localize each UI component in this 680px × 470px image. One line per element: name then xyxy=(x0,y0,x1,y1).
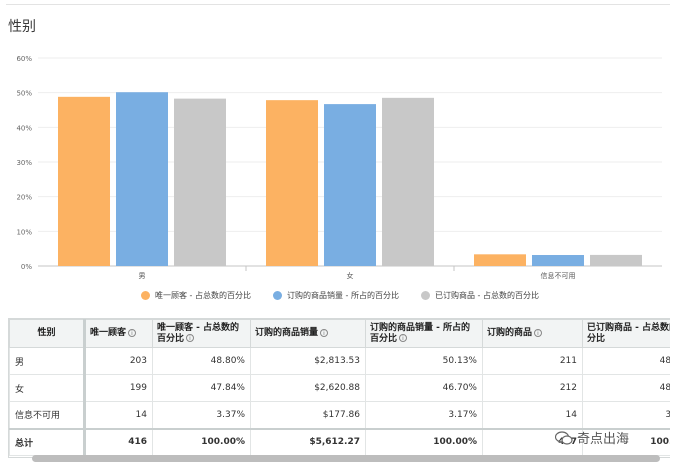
cell-ordered-items: 212 xyxy=(482,374,583,402)
horizontal-scrollbar[interactable] xyxy=(32,455,660,462)
bar xyxy=(532,255,584,266)
cell-unique-customers-pct: 47.84% xyxy=(152,374,251,402)
cell-unique-customers: 203 xyxy=(84,347,153,375)
info-icon[interactable]: i xyxy=(128,328,137,337)
y-tick-label: 40% xyxy=(16,124,32,132)
header-ordered-items-pct[interactable]: 已订购商品 - 占总数的百分比 xyxy=(582,319,670,348)
cell-ordered-items: 14 xyxy=(482,401,583,429)
cell-sales-pct: 3.17% xyxy=(365,401,483,429)
cell-unique-customers: 14 xyxy=(84,401,153,429)
legend-dot-orange xyxy=(141,291,151,300)
y-tick-label: 30% xyxy=(16,159,32,167)
header-unique-customers-pct[interactable]: 唯一顾客 - 占总数的百分比 i xyxy=(152,319,251,348)
total-unique-customers: 416 xyxy=(84,427,153,456)
cell-unique-customers-pct: 48.80% xyxy=(152,347,251,375)
legend-dot-blue xyxy=(273,291,282,300)
cell-sales-pct: 50.13% xyxy=(365,347,483,375)
gender-bar-chart: 0% 10% 20% 30% 40% 50% 60% 男 女 信息不可用 xyxy=(16,55,662,280)
y-tick-label: 60% xyxy=(16,55,32,63)
legend-label-sales: 订购的商品销量 - 所占的百分比 xyxy=(287,291,399,300)
legend-dot-gray xyxy=(420,291,430,300)
cell-ordered-items-pct: 3.20% xyxy=(582,401,670,429)
info-icon[interactable]: i xyxy=(186,334,195,342)
info-icon[interactable]: i xyxy=(399,334,408,342)
total-label: 总计 xyxy=(9,427,86,456)
bar xyxy=(590,254,642,266)
chart-legend: 唯一顾客 - 占总数的百分比 订购的商品销量 - 所占的百分比 已订购商品 - … xyxy=(0,290,680,301)
y-tick-label: 20% xyxy=(16,194,32,202)
row-label: 女 xyxy=(9,374,86,402)
header-gender[interactable]: 性别 xyxy=(9,319,86,348)
row-label: 信息不可用 xyxy=(9,401,86,429)
row-label: 男 xyxy=(9,347,86,375)
section-title: 性别 xyxy=(8,19,36,35)
watermark: 奇点出海 xyxy=(555,428,629,447)
header-sales-pct[interactable]: 订购的商品销量 - 所占的百分比 i xyxy=(365,319,483,348)
cell-sales: $177.86 xyxy=(250,401,366,429)
y-tick-label: 50% xyxy=(16,90,32,98)
header-unique-customers[interactable]: 唯一顾客 i xyxy=(84,319,153,348)
total-sales-pct: 100.00% xyxy=(365,427,483,456)
header-sales[interactable]: 订购的商品销量 i xyxy=(250,319,366,348)
bar xyxy=(382,97,434,266)
header-ordered-items[interactable]: 订购的商品 i xyxy=(482,319,583,348)
legend-item-unique-customers[interactable]: 唯一顾客 - 占总数的百分比 xyxy=(141,290,251,301)
info-icon[interactable]: i xyxy=(534,328,543,337)
bar xyxy=(174,98,226,266)
bar xyxy=(116,92,168,266)
bar xyxy=(266,100,318,266)
cell-sales: $2,813.53 xyxy=(250,347,366,375)
table-header-row: 性别 唯一顾客 i 唯一顾客 - 占总数的百分比 i 订购的商品销量 i 订购的商品销… xyxy=(9,319,670,348)
cell-unique-customers-pct: 3.37% xyxy=(152,401,251,429)
y-tick-label: 0% xyxy=(21,263,32,271)
wechat-icon xyxy=(555,430,573,445)
cell-sales: $2,620.88 xyxy=(250,374,366,402)
cell-unique-customers: 199 xyxy=(84,374,153,402)
total-sales: $5,612.27 xyxy=(250,427,366,456)
legend-item-ordered[interactable]: 已订购商品 - 占总数的百分比 xyxy=(420,290,539,301)
legend-label-unique-customers: 唯一顾客 - 占总数的百分比 xyxy=(155,291,251,300)
legend-item-sales[interactable]: 订购的商品销量 - 所占的百分比 xyxy=(273,290,399,301)
cell-ordered-items-pct: 48.28% xyxy=(582,347,670,375)
bar xyxy=(474,254,526,266)
cell-ordered-items: 211 xyxy=(482,347,583,375)
legend-label-ordered: 已订购商品 - 占总数的百分比 xyxy=(434,291,539,300)
table-row: 信息不可用 14 3.37% $177.86 3.17% 14 3.20% xyxy=(9,401,670,429)
watermark-text: 奇点出海 xyxy=(577,432,630,447)
x-category-label: 男 xyxy=(139,272,146,280)
total-unique-customers-pct: 100.00% xyxy=(152,427,251,456)
x-category-label: 女 xyxy=(347,271,354,280)
table-row: 男 203 48.80% $2,813.53 50.13% 211 48.28% xyxy=(9,347,670,375)
x-category-label: 信息不可用 xyxy=(541,271,576,280)
info-icon[interactable]: i xyxy=(320,328,329,337)
y-tick-label: 10% xyxy=(16,228,32,236)
table-row: 女 199 47.84% $2,620.88 46.70% 212 48.51% xyxy=(9,374,670,402)
top-divider xyxy=(6,4,670,5)
bar xyxy=(324,104,376,267)
cell-sales-pct: 46.70% xyxy=(365,374,483,402)
cell-ordered-items-pct: 48.51% xyxy=(582,374,670,402)
bar xyxy=(58,96,110,267)
